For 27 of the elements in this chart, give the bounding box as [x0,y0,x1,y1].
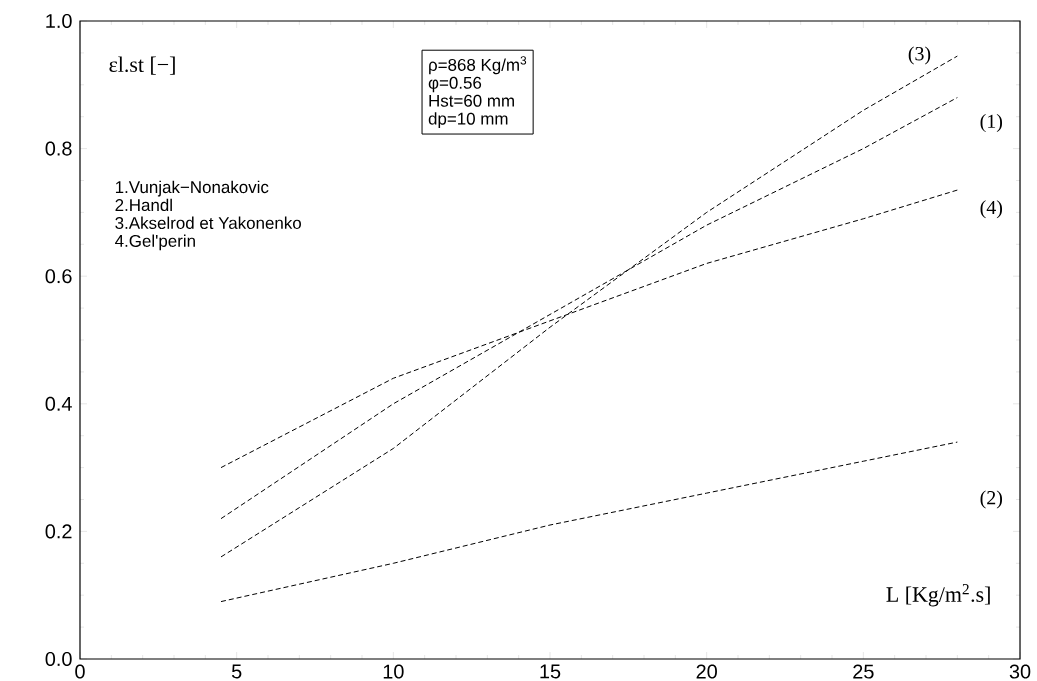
y-tick-label: 1.0 [46,13,72,29]
x-tick-label: 15 [540,664,561,679]
series-label: (4) [980,200,1003,219]
y-tick-label: 0.6 [45,269,72,284]
x-tick-label: 20 [696,664,717,679]
annotation: φ=0.56 [428,76,482,93]
x-tick-label: 25 [853,664,874,679]
x-tick-label: 0 [75,664,85,679]
y-tick-label: 0.0 [45,651,72,667]
annotation: 2.Handl [115,198,172,212]
annotation: dp=10 mm [428,112,508,129]
annotation: 3.Akselrod et Yakonenko [115,216,301,229]
text: (2) [980,490,1003,509]
annotation: 1.Vunjak−Nonakovic [115,180,269,197]
y-tick-label: 0.4 [45,396,72,411]
x-axis-title: L [Kg/m$^{2}$.s] [886,584,990,607]
x-tick-label: 5 [231,664,242,679]
x-tick-label: 10 [383,664,404,679]
series-label: (1) [980,114,1003,133]
series-label: (3) [908,46,931,65]
x-tick-label: 30 [1009,664,1031,679]
y-tick-label: 0.2 [45,524,72,539]
annotation: ρ=868 Kg/m$^{3}$ [429,56,527,75]
annotation: Hst=60 mm [429,94,514,107]
y-tick-label: 0.8 [45,141,72,156]
y-axis-title: εl.st [−] [109,56,175,75]
annotation: 4.Gel'perin [115,234,195,251]
